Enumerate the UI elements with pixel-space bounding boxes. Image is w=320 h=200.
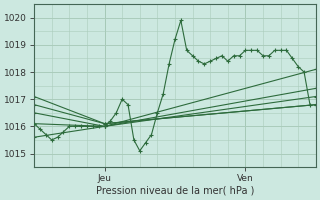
X-axis label: Pression niveau de la mer( hPa ): Pression niveau de la mer( hPa ) (96, 186, 254, 196)
